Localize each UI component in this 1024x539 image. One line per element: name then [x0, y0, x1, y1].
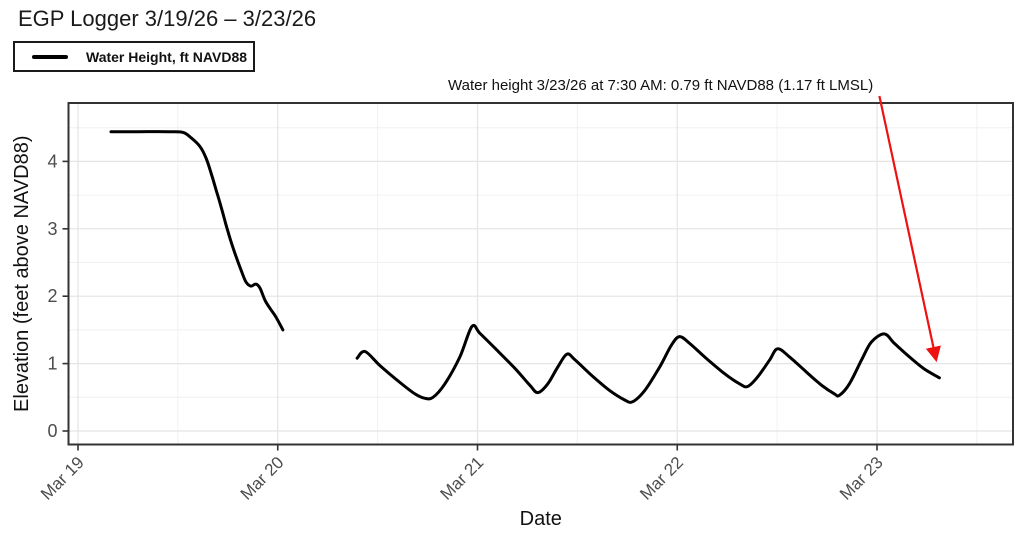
water-height-line	[355, 323, 941, 404]
y-tick-label: 4	[47, 151, 57, 171]
chart-title: EGP Logger 3/19/26 – 3/23/26	[18, 6, 317, 31]
water-height-line	[109, 130, 285, 332]
axis-layer: 0 1 2 3 4 Mar 19 Mar 20 Mar 21 Mar 22 Mar 23 Date E…	[11, 102, 1014, 530]
y-tick-label: 1	[47, 354, 57, 374]
annotation-arrow	[878, 95, 941, 363]
legend-box: Water Height, ft NAVD88	[13, 41, 255, 72]
annotation-arrow-layer	[878, 95, 941, 363]
y-tick-label: 3	[47, 219, 57, 239]
y-axis-title: Elevation (feet above NAVD88)	[11, 136, 33, 412]
x-tick-label: Mar 19	[37, 453, 88, 504]
annotation-text: Water height 3/23/26 at 7:30 AM: 0.79 ft…	[448, 77, 874, 94]
line-sample-icon	[32, 54, 68, 59]
y-tick-label: 0	[47, 421, 57, 441]
data-layer	[109, 130, 941, 404]
x-tick-label: Mar 21	[436, 453, 487, 504]
x-axis-title: Date	[520, 508, 562, 530]
panel-border	[67, 102, 1014, 446]
grid-layer	[68, 103, 1013, 445]
x-tick-label: Mar 23	[836, 453, 887, 504]
legend-label: Water Height, ft NAVD88	[86, 48, 248, 65]
y-tick-label: 2	[47, 286, 57, 306]
x-tick-label: Mar 22	[636, 453, 687, 504]
x-tick-label: Mar 20	[237, 453, 288, 504]
